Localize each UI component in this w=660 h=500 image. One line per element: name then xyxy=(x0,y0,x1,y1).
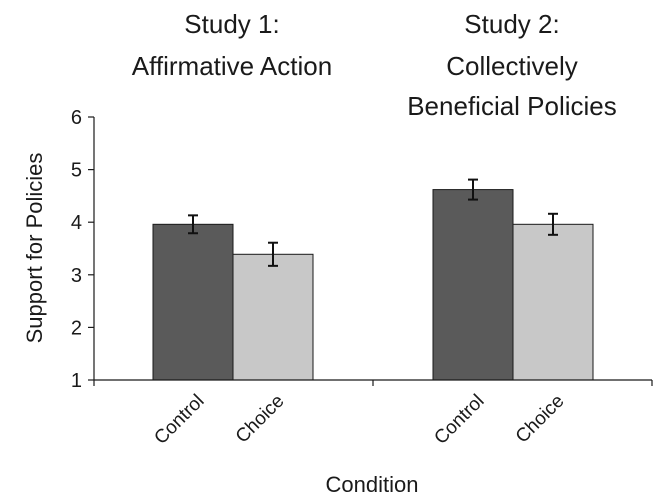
error-bar-control-study-1 xyxy=(188,214,198,235)
y-tick-label: 3 xyxy=(71,265,82,287)
error-bars xyxy=(188,178,558,267)
category-label-control: Control xyxy=(150,391,208,449)
y-axis-ticks: 1 2 3 4 5 6 xyxy=(71,107,94,392)
y-tick-label: 5 xyxy=(71,160,82,182)
y-axis-label: Support for Policies xyxy=(22,153,47,344)
axes xyxy=(93,117,653,386)
error-bar-choice-study-1 xyxy=(268,241,278,267)
bar-choice-study-1 xyxy=(232,253,314,381)
y-tick-label: 2 xyxy=(71,317,82,339)
bar-control-study-2 xyxy=(432,189,514,381)
x-axis-label: Condition xyxy=(326,472,419,497)
study-2-title-line-1: Study 2: xyxy=(464,9,559,39)
y-tick-label: 4 xyxy=(71,212,82,234)
study-2-title-line-3: Beneficial Policies xyxy=(407,91,617,121)
group-titles: Study 1: Affirmative Action Study 2: Col… xyxy=(132,9,617,121)
error-bar-choice-study-2 xyxy=(548,212,558,236)
category-label-control: Control xyxy=(430,391,488,449)
y-tick-label: 1 xyxy=(71,370,82,392)
category-label-choice: Choice xyxy=(512,391,569,448)
category-labels: Control Choice Control Choice xyxy=(150,391,568,449)
study-2-title-line-2: Collectively xyxy=(446,51,578,81)
category-label-choice: Choice xyxy=(232,391,289,448)
y-tick-label: 6 xyxy=(71,107,82,129)
error-bar-control-study-2 xyxy=(468,178,478,201)
bars xyxy=(152,189,594,381)
study-1-title-line-2: Affirmative Action xyxy=(132,51,332,81)
bar-control-study-1 xyxy=(152,223,234,381)
bar-choice-study-2 xyxy=(512,223,594,381)
study-1-title-line-1: Study 1: xyxy=(184,9,279,39)
